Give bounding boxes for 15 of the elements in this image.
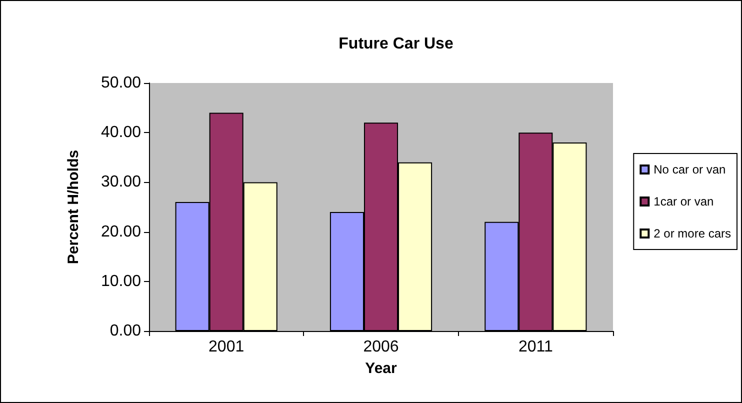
x-tick-label: 2011 (518, 338, 553, 356)
legend-label: No car or van (654, 162, 726, 176)
y-tick-label: 50.00 (100, 74, 142, 92)
y-axis-title: Percent H/holds (65, 150, 82, 264)
x-tick-label: 2006 (363, 338, 399, 356)
chart-title: Future Car Use (338, 36, 454, 52)
y-tick-label: 20.00 (100, 223, 142, 240)
legend-label: 2 or more cars (654, 226, 732, 240)
y-tick-label: 40.00 (100, 124, 142, 142)
legend-label: 1car or van (654, 194, 714, 208)
x-tick-label: 2001 (208, 338, 244, 356)
y-tick-label: 30.00 (100, 174, 142, 191)
y-tick-label: 0.00 (110, 322, 142, 340)
y-tick-label: 10.00 (100, 272, 142, 290)
x-axis-title: Year (365, 360, 398, 377)
